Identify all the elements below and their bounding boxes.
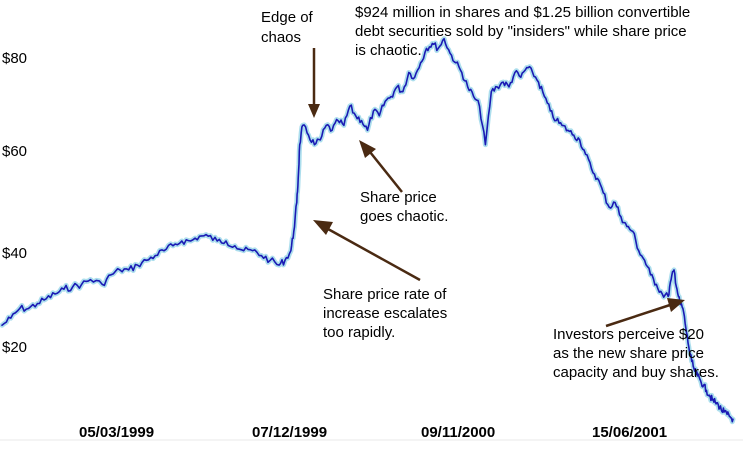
annotation-edge-of-chaos: Edge of chaos [261, 9, 320, 118]
annotation-rate-escalates-arrowhead [313, 220, 333, 235]
annotation-rate-escalates-line-3: too rapidly. [323, 324, 395, 341]
x-tick-label-1999-12: 07/12/1999 [252, 424, 327, 441]
y-tick-label-60: $60 [2, 143, 27, 160]
y-tick-label-80: $80 [2, 50, 27, 67]
annotation-insider-sales: $924 million in shares and $1.25 billion… [355, 4, 690, 59]
annotation-insider-sales-line-1: $924 million in shares and $1.25 billion… [355, 4, 690, 21]
annotation-rate-escalates-arrow [327, 227, 421, 282]
annotation-rate-escalates: Share price rate of increase escalates t… [313, 220, 447, 341]
annotation-goes-chaotic-line-1: Share price [360, 189, 437, 206]
annotation-insider-sales-line-2: debt securities sold by "insiders" while… [355, 23, 687, 40]
annotation-goes-chaotic-arrow [369, 151, 403, 193]
annotation-edge-of-chaos-line-1: Edge of [261, 9, 314, 26]
x-tick-label-2000-11: 09/11/2000 [421, 424, 495, 441]
y-tick-label-40: $40 [2, 245, 27, 262]
annotation-investors-perceive-line-3: capacity and buy shares. [553, 364, 719, 381]
annotation-investors-perceive-arrowhead [667, 298, 685, 312]
annotation-edge-of-chaos-arrowhead [308, 104, 320, 118]
x-tick-label-2001-06: 15/06/2001 [592, 424, 667, 441]
annotation-investors-perceive: Investors perceive $20 as the new share … [553, 298, 719, 381]
annotation-investors-perceive-arrow [605, 303, 671, 328]
annotation-goes-chaotic: Share price goes chaotic. [359, 140, 448, 225]
annotation-goes-chaotic-arrowhead [359, 140, 376, 158]
price-series-line [1, 37, 734, 423]
annotation-investors-perceive-line-2: as the new share price [553, 345, 704, 362]
y-tick-label-20: $20 [2, 339, 27, 356]
annotation-investors-perceive-line-1: Investors perceive $20 [553, 326, 704, 343]
annotation-insider-sales-line-3: is chaotic. [355, 42, 422, 59]
annotation-rate-escalates-line-1: Share price rate of [323, 286, 447, 303]
annotation-rate-escalates-line-2: increase escalates [323, 305, 447, 322]
annotation-edge-of-chaos-line-2: chaos [261, 29, 301, 46]
x-tick-label-1999-03: 05/03/1999 [79, 424, 154, 441]
annotation-goes-chaotic-line-2: goes chaotic. [360, 208, 448, 225]
